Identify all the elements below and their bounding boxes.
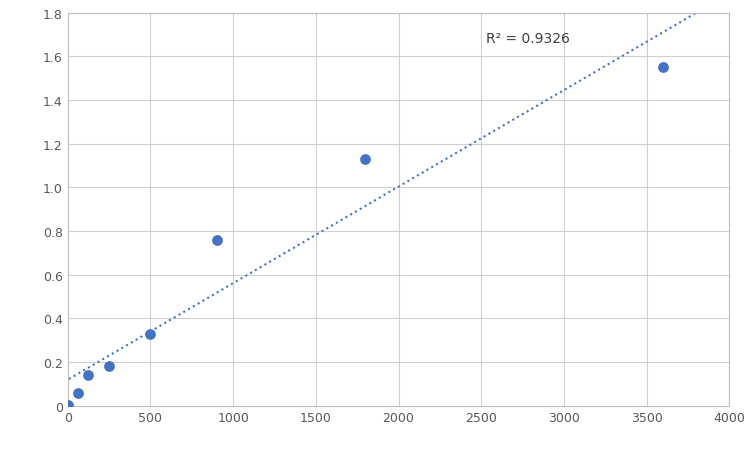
Point [82,372,94,379]
Point [72,389,84,396]
Point [657,64,669,72]
Point [211,237,223,244]
Text: R² = 0.9326: R² = 0.9326 [487,32,570,46]
Point [359,156,371,163]
Point [144,330,156,337]
Point [62,402,74,409]
Point [103,363,115,370]
